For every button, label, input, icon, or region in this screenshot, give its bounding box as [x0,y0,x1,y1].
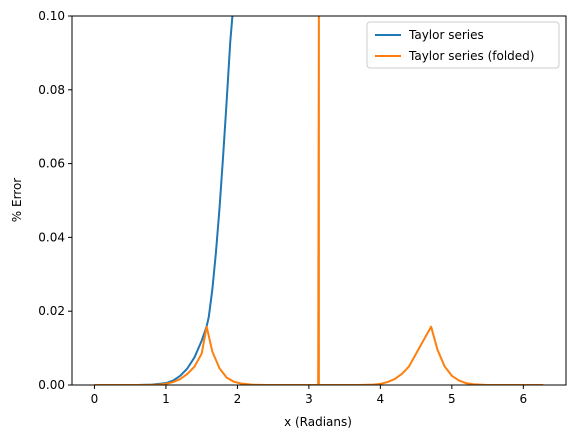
x-tick-label: 0 [91,392,99,406]
y-tick-label: 0.04 [38,230,65,244]
y-axis-label: % Error [10,178,24,223]
y-tick-label: 0.08 [38,83,65,97]
x-tick-label: 3 [305,392,313,406]
legend-label-1: Taylor series [408,28,484,42]
y-tick-label: 0.02 [38,304,65,318]
axes-frame [71,15,567,386]
y-tick-label: 0.00 [38,378,65,392]
legend-box [366,21,560,69]
x-tick-label: 5 [448,392,456,406]
series-line-2 [94,16,544,385]
y-tick-label: 0.06 [38,157,65,171]
y-tick-label: 0.10 [38,9,65,23]
x-tick-label: 4 [377,392,385,406]
x-tick-label: 2 [234,392,242,406]
x-tick-label: 6 [520,392,528,406]
axes: 0 1 2 3 4 5 6 0.00 0.02 0.04 0.06 0.08 0.10 [38,9,567,406]
x-axis-label: x (Radians) [284,415,352,429]
x-tick-label: 1 [162,392,170,406]
legend-label-2: Taylor series (folded) [408,49,534,63]
legend: Taylor series Taylor series (folded) [366,21,560,69]
